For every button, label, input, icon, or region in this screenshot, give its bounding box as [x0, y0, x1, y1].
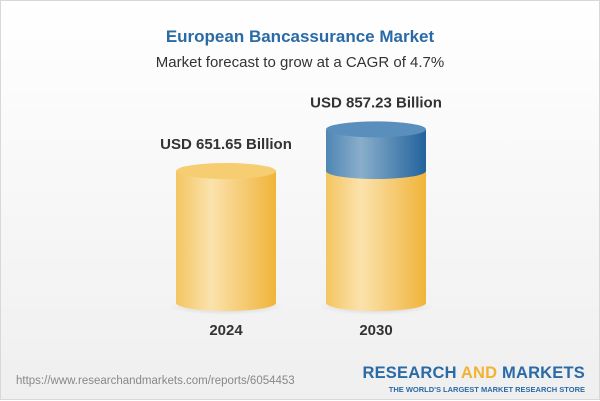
logo-text-markets: MARKETS — [497, 364, 585, 382]
bar-growth-2030 — [326, 129, 426, 179]
category-label: 2030 — [359, 322, 392, 339]
cylinder-top — [176, 163, 276, 179]
data-label: USD 651.65 Billion — [160, 136, 292, 153]
logo-text-and: AND — [460, 364, 498, 382]
bar-base-2030 — [326, 171, 426, 311]
chart-subtitle: Market forecast to grow at a CAGR of 4.7… — [155, 54, 445, 71]
research-and-markets-logo: RESEARCH AND MARKETS THE WORLD'S LARGEST… — [362, 364, 585, 394]
source-url[interactable]: https://www.researchandmarkets.com/repor… — [16, 375, 295, 387]
chart-title: European Bancassurance Market — [165, 27, 435, 46]
data-label: USD 857.23 Billion — [310, 94, 442, 111]
bar-base-2024 — [176, 171, 276, 311]
cylinder-top — [326, 121, 426, 138]
logo-text: RESEARCH — [362, 364, 461, 382]
category-label: 2024 — [209, 322, 243, 339]
logo-tagline: THE WORLD'S LARGEST MARKET RESEARCH STOR… — [388, 385, 585, 394]
